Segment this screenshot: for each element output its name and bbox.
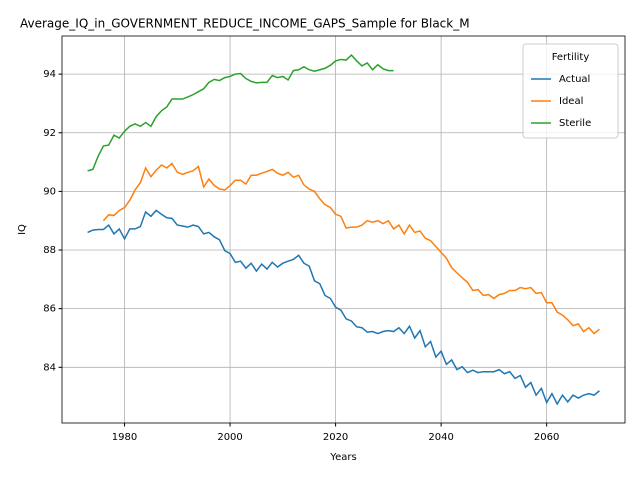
legend-label: Ideal <box>559 96 583 107</box>
x-tick-label: 1980 <box>112 432 137 443</box>
legend-label: Actual <box>559 74 590 85</box>
legend: Fertility Actual Ideal Sterile <box>522 43 619 139</box>
x-axis-label: Years <box>329 452 356 463</box>
x-tick-label: 2000 <box>217 432 242 443</box>
x-tick-label: 2040 <box>428 432 453 443</box>
series-line <box>102 162 600 335</box>
y-tick-label: 84 <box>43 362 56 373</box>
x-tick-label: 2020 <box>323 432 348 443</box>
y-axis-label: IQ <box>17 224 28 235</box>
y-tick-label: 90 <box>43 186 56 197</box>
y-tick-label: 92 <box>43 128 56 139</box>
legend-label: Sterile <box>559 118 591 129</box>
legend-title: Fertility <box>552 52 590 63</box>
y-tick-label: 94 <box>43 69 56 80</box>
y-tick-label: 88 <box>43 245 56 256</box>
series-line <box>87 53 394 172</box>
x-tick-label: 2060 <box>534 432 559 443</box>
series-line <box>87 209 600 406</box>
legend-box <box>522 43 619 139</box>
plot-frame <box>61 35 626 424</box>
y-tick-label: 86 <box>43 304 56 315</box>
chart-title: Average_IQ_in_GOVERNMENT_REDUCE_INCOME_G… <box>20 17 470 31</box>
